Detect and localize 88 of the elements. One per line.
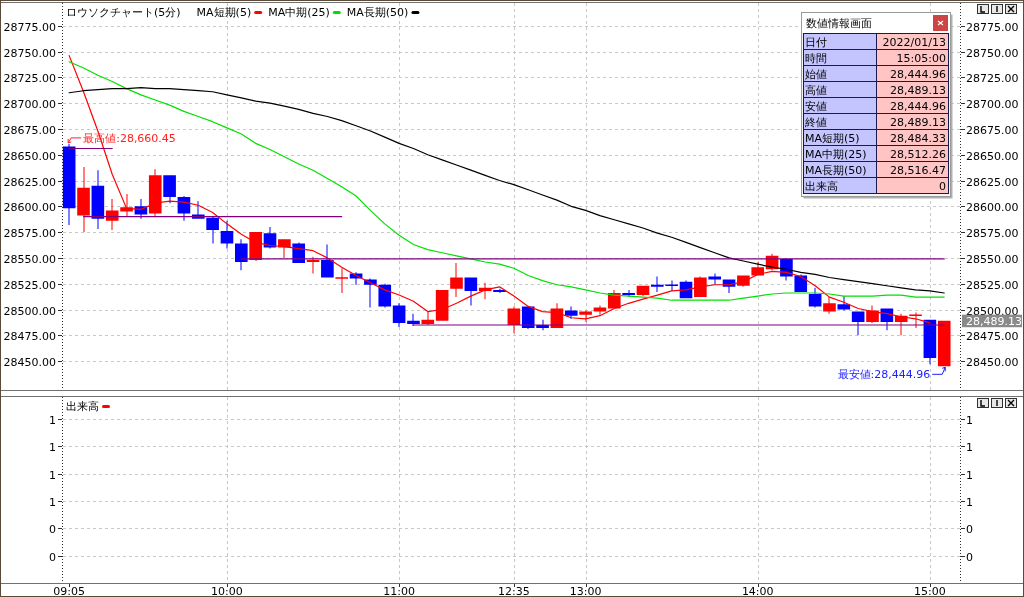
y-tick-label: 28650.00: [3, 149, 56, 163]
candlestick: [77, 167, 90, 233]
y-tick-label: 1: [49, 440, 56, 454]
y2-tick-label: 28550.00: [966, 252, 1019, 266]
annotation: 高値: [805, 83, 827, 97]
y-tick-label: 28775.00: [3, 20, 56, 34]
candlestick: [564, 306, 578, 319]
annotation: MA長期(50): [805, 163, 867, 177]
y-tick-label: 0: [49, 522, 56, 536]
candlestick: [937, 320, 951, 367]
y2-tick-label: 28450.00: [966, 355, 1019, 369]
y-tick-label: 28600.00: [3, 200, 56, 214]
annotation: 始値: [805, 67, 827, 81]
y-tick-label: 28625.00: [3, 175, 56, 189]
y-tick-label: 1: [49, 495, 56, 509]
y2-tick-label: 1: [966, 413, 973, 427]
y-tick-label: 28500.00: [3, 304, 56, 318]
candlestick: [335, 268, 349, 293]
candlestick: [708, 273, 722, 285]
annotation: 0: [939, 179, 946, 193]
y-tick-label: 28700.00: [3, 97, 56, 111]
legend-label: MA短期(5): [196, 6, 252, 19]
annotation: 安値: [805, 99, 827, 113]
y2-tick-label: 1: [966, 495, 973, 509]
candlestick: [593, 305, 607, 315]
candlestick: [321, 244, 334, 278]
candlestick: [823, 297, 836, 314]
x-tick-label: 14:00: [741, 585, 774, 597]
annotation: MA短期(5): [805, 131, 860, 145]
annotation: 28,489.13: [890, 83, 946, 97]
y-tick-label: 28550.00: [3, 252, 56, 266]
y-tick-label: 28525.00: [3, 278, 56, 292]
annotation: 時間: [805, 51, 827, 65]
text: 数値情報画面: [806, 17, 872, 30]
y2-tick-label: 28750.00: [966, 46, 1019, 60]
annotation: 28,444.96: [890, 67, 946, 81]
legend-label: MA長期(50): [346, 6, 409, 19]
y2-tick-label: 28625.00: [966, 175, 1019, 189]
annotation: 28,489.13: [890, 115, 946, 129]
y-tick-label: 1: [49, 468, 56, 482]
y2-tick-label: 28575.00: [966, 226, 1019, 240]
annotation: 最安値:28,444.96: [837, 368, 931, 382]
x-tick-label: 12:35: [498, 585, 530, 597]
y-tick-label: 28450.00: [3, 355, 56, 369]
annotation: 28,444.96: [890, 99, 946, 113]
x-tick-label: 13:00: [569, 585, 602, 597]
candlestick: [392, 303, 406, 328]
x-tick-label: 09:05: [53, 585, 86, 597]
x-tick-label: 15:00: [914, 585, 946, 597]
x-tick-label: 11:00: [383, 585, 415, 597]
y2-tick-label: 28525.00: [966, 278, 1019, 292]
y-tick-label: 1: [49, 413, 56, 427]
legend-label: 出来高: [66, 400, 99, 413]
candlestick: [148, 169, 162, 217]
annotation: 28,512.26: [890, 147, 946, 161]
annotation: MA中期(25): [805, 147, 867, 161]
y2-tick-label: 0: [966, 550, 973, 564]
y-tick-label: 28750.00: [3, 46, 56, 60]
candlestick: [163, 175, 176, 204]
annotation: 28,516.47: [890, 163, 946, 177]
y-tick-label: 0: [49, 550, 56, 564]
annotation: 28,484.33: [890, 131, 946, 145]
y2-tick-label: 28650.00: [966, 149, 1019, 163]
candlestick: [407, 313, 420, 327]
y-tick-label: 28475.00: [3, 329, 56, 343]
annotation: 15:05:00: [896, 51, 946, 65]
y-tick-label: 28575.00: [3, 226, 56, 240]
y2-tick-label: 0: [966, 522, 973, 536]
x-tick-label: 10:00: [211, 585, 243, 597]
candlestick: [837, 296, 851, 311]
chart-title: ロウソクチャート(5分): [66, 6, 181, 19]
legend-label: MA中期(25): [268, 6, 330, 19]
y2-tick-label: 28475.00: [966, 329, 1019, 343]
y-tick-label: 28675.00: [3, 123, 56, 137]
y2-tick-label: 28675.00: [966, 123, 1019, 137]
y2-tick-label: 1: [966, 440, 973, 454]
annotation: 終値: [804, 115, 827, 129]
candlestick: [450, 263, 463, 298]
y2-tick-label: 1: [966, 468, 973, 482]
annotation: 2022/01/13: [882, 35, 946, 49]
y2-tick-label: 28725.00: [966, 71, 1019, 85]
y2-tick-label: 28700.00: [966, 97, 1019, 111]
y2-tick-label: 28775.00: [966, 20, 1019, 34]
annotation: 出来高: [805, 179, 838, 193]
candlestick: [235, 239, 248, 271]
y2-tick-label: 28600.00: [966, 200, 1019, 214]
annotation: 日付: [805, 35, 827, 49]
y-tick-label: 28725.00: [3, 71, 56, 85]
